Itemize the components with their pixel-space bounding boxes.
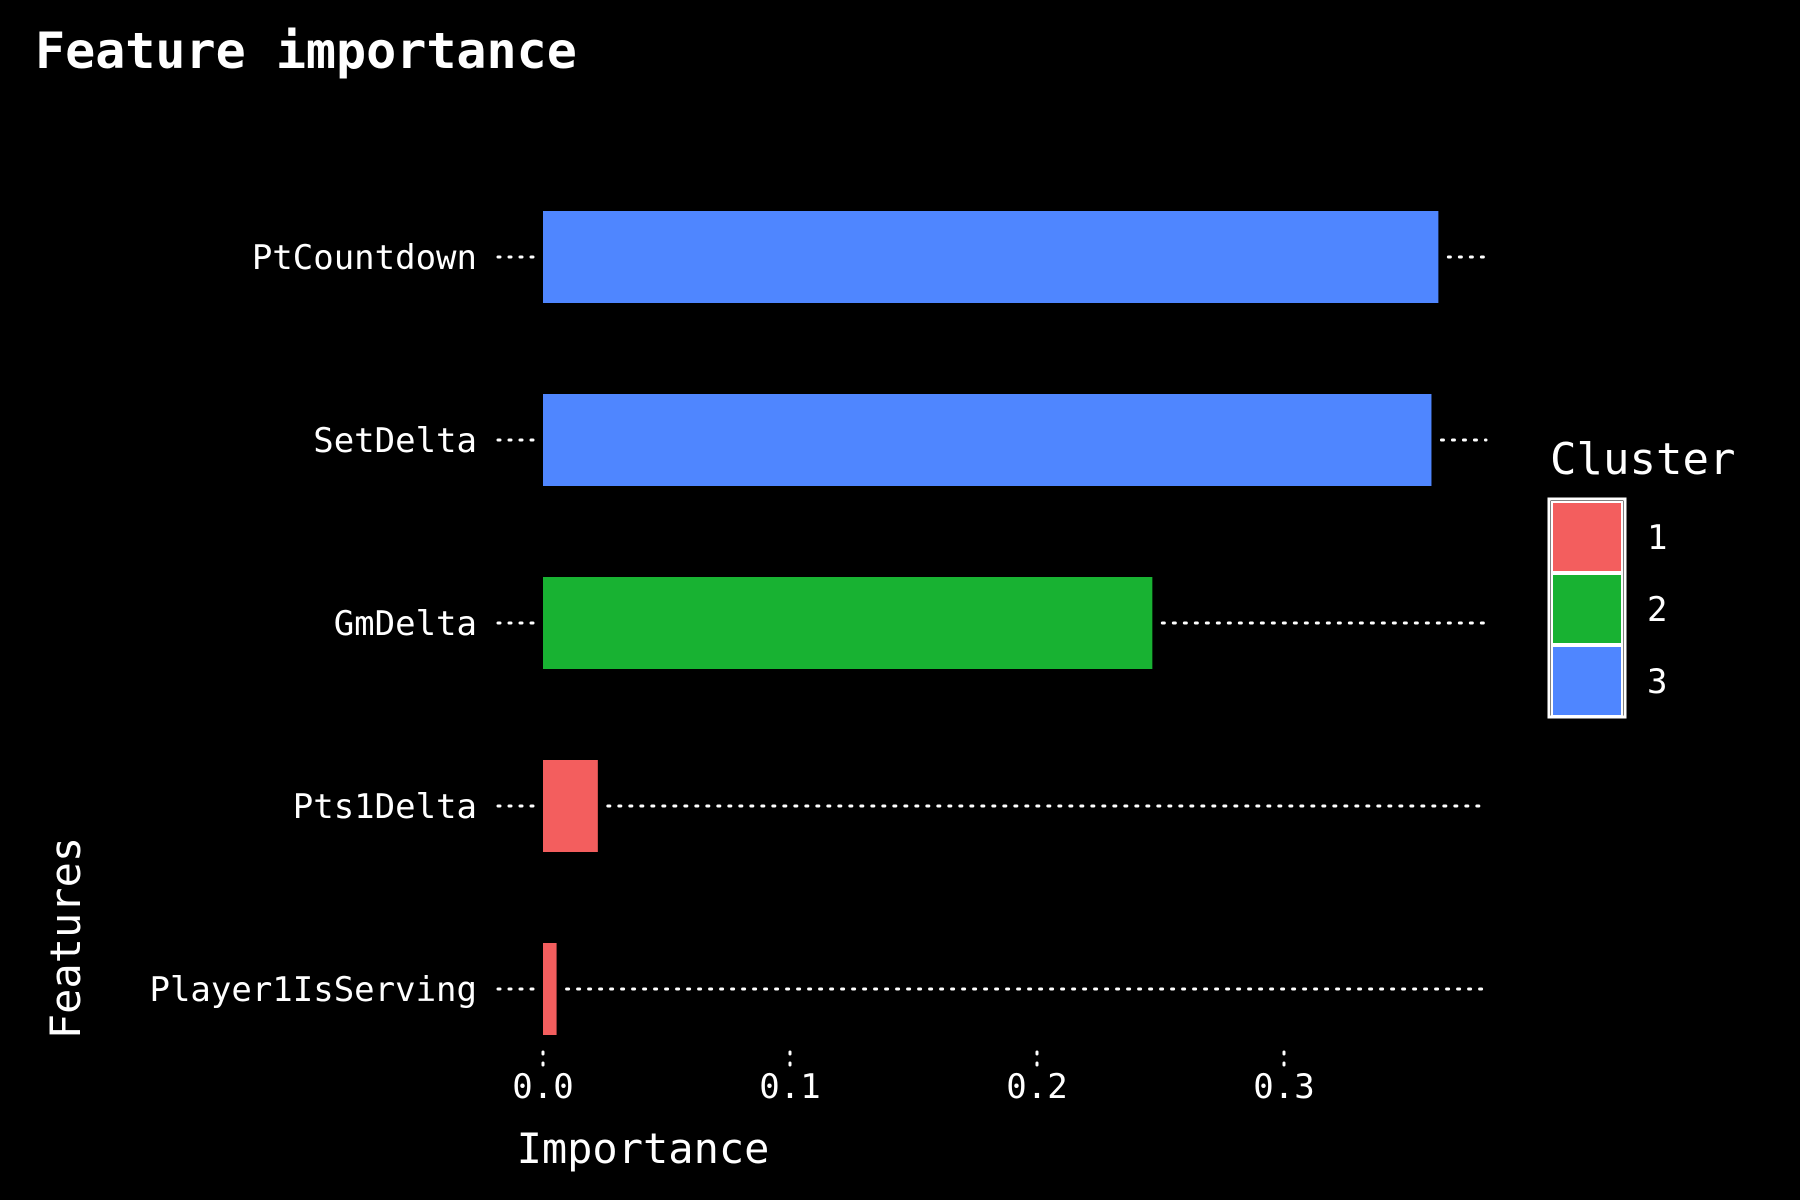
y-tick-label: Pts1Delta [293, 787, 477, 827]
x-tick-label: 0.1 [759, 1067, 820, 1107]
bar-pts1delta [543, 760, 598, 852]
plot-area: 0.0 0.1 0.2 0.3 PtCountdown SetDelta GmDelta Pt… [149, 211, 1488, 1107]
bar-player1isserving [543, 943, 557, 1035]
legend-label-3: 3 [1647, 662, 1667, 702]
legend-swatch-1 [1551, 501, 1623, 573]
bar-ptcountdown [543, 211, 1439, 303]
legend-swatch-3 [1551, 645, 1623, 717]
y-axis-title: Features [41, 837, 90, 1039]
x-tick-label: 0.0 [512, 1067, 573, 1107]
legend-items: 1 2 3 [1547, 497, 1667, 719]
y-tick-label: Player1IsServing [149, 970, 477, 1010]
x-tick-label: 0.3 [1253, 1067, 1314, 1107]
legend-label-2: 2 [1647, 590, 1667, 630]
y-tick-label: SetDelta [313, 421, 477, 461]
legend-title: Cluster [1550, 434, 1735, 485]
bar-gmdelta [543, 577, 1153, 669]
legend: Cluster 1 2 3 [1547, 434, 1735, 719]
y-tick-label: PtCountdown [252, 238, 477, 278]
legend-label-1: 1 [1647, 518, 1667, 558]
y-tick-label: GmDelta [334, 604, 477, 644]
chart-title: Feature importance [35, 22, 577, 80]
x-tick-label: 0.2 [1006, 1067, 1067, 1107]
bar-setdelta [543, 394, 1432, 486]
x-axis-title: Importance [517, 1124, 770, 1173]
legend-swatch-2 [1551, 573, 1623, 645]
